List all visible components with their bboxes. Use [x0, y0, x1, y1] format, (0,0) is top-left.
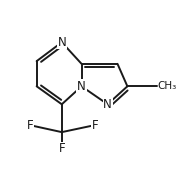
Text: F: F: [26, 119, 33, 132]
Text: N: N: [103, 98, 112, 111]
Text: F: F: [91, 119, 98, 132]
Text: F: F: [58, 142, 65, 156]
Text: CH₃: CH₃: [157, 81, 176, 91]
Text: N: N: [57, 36, 66, 49]
Text: N: N: [77, 80, 86, 93]
